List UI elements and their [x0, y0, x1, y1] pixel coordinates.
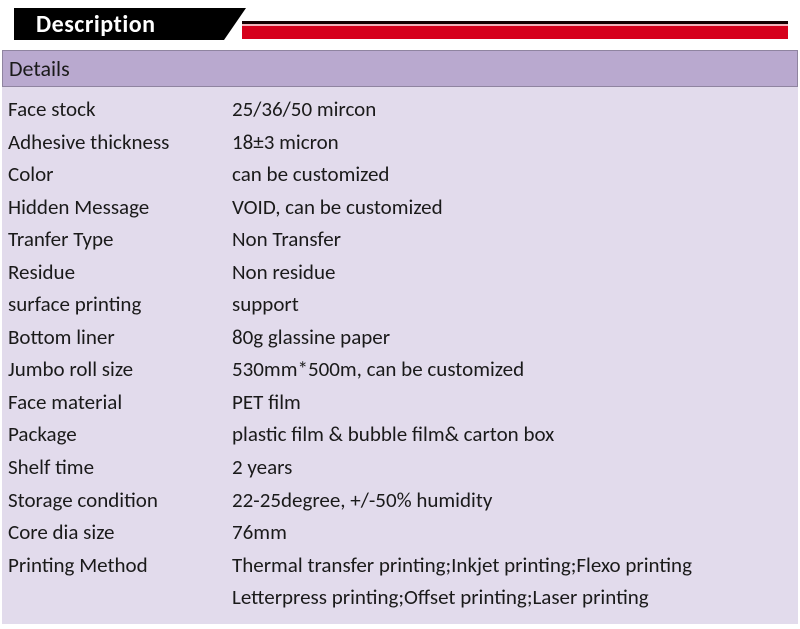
table-row: Bottom liner80g glassine paper [8, 321, 792, 354]
spec-value: plastic film & bubble film& carton box [232, 418, 792, 451]
section-title: Description [36, 10, 156, 39]
spec-value: 2 years [232, 451, 792, 484]
table-row: Letterpress printing;Offset printing;Las… [8, 581, 792, 614]
spec-label: Residue [8, 256, 232, 289]
spec-label: Shelf time [8, 451, 232, 484]
product-spec-sheet: Description Details Face stock25/36/50 m… [0, 8, 800, 624]
table-row: Face stock25/36/50 mircon [8, 93, 792, 126]
spec-value: 80g glassine paper [232, 321, 792, 354]
table-row: Printing MethodThermal transfer printing… [8, 549, 792, 582]
spec-label: Color [8, 158, 232, 191]
spec-value: VOID, can be customized [232, 191, 792, 224]
table-row: Tranfer TypeNon Transfer [8, 223, 792, 256]
spec-label: Bottom liner [8, 321, 232, 354]
spec-value: 530mm*500m, can be customized [232, 353, 792, 386]
table-row: Adhesive thickness18±3 micron [8, 126, 792, 159]
spec-label: Jumbo roll size [8, 353, 232, 386]
table-row: Jumbo roll size530mm*500m, can be custom… [8, 353, 792, 386]
spec-value: 18±3 micron [232, 126, 792, 159]
spec-value: 22-25degree, +/-50% humidity [232, 484, 792, 517]
spec-table: Face stock25/36/50 mirconAdhesive thickn… [2, 87, 798, 624]
spec-value: support [232, 288, 792, 321]
section-tab: Description [14, 8, 224, 40]
spec-value: can be customized [232, 158, 792, 191]
decorative-red-stripe [242, 21, 788, 39]
spec-value: 25/36/50 mircon [232, 93, 792, 126]
spec-label: Core dia size [8, 516, 232, 549]
table-row: ResidueNon residue [8, 256, 792, 289]
spec-label: Printing Method [8, 549, 232, 582]
spec-label: Storage condition [8, 484, 232, 517]
spec-value: Letterpress printing;Offset printing;Las… [232, 581, 792, 614]
spec-value: Non residue [232, 256, 792, 289]
table-row: Storage condition22-25degree, +/-50% hum… [8, 484, 792, 517]
table-row: Hidden MessageVOID, can be customized [8, 191, 792, 224]
spec-label: Adhesive thickness [8, 126, 232, 159]
table-row: Colorcan be customized [8, 158, 792, 191]
table-row: surface printingsupport [8, 288, 792, 321]
table-row: Core dia size76mm [8, 516, 792, 549]
section-tab-slant [224, 8, 246, 40]
table-row: Shelf time2 years [8, 451, 792, 484]
table-row: Packageplastic film & bubble film& carto… [8, 418, 792, 451]
spec-value: PET film [232, 386, 792, 419]
spec-label: Hidden Message [8, 191, 232, 224]
details-heading: Details [2, 50, 798, 87]
spec-value: Thermal transfer printing;Inkjet printin… [232, 549, 792, 582]
spec-value: Non Transfer [232, 223, 792, 256]
spec-label: surface printing [8, 288, 232, 321]
section-header-bar: Description [0, 8, 800, 44]
table-row: Face materialPET film [8, 386, 792, 419]
spec-label: Package [8, 418, 232, 451]
spec-value: 76mm [232, 516, 792, 549]
spec-label: Face material [8, 386, 232, 419]
spec-label: Tranfer Type [8, 223, 232, 256]
spec-label: Face stock [8, 93, 232, 126]
